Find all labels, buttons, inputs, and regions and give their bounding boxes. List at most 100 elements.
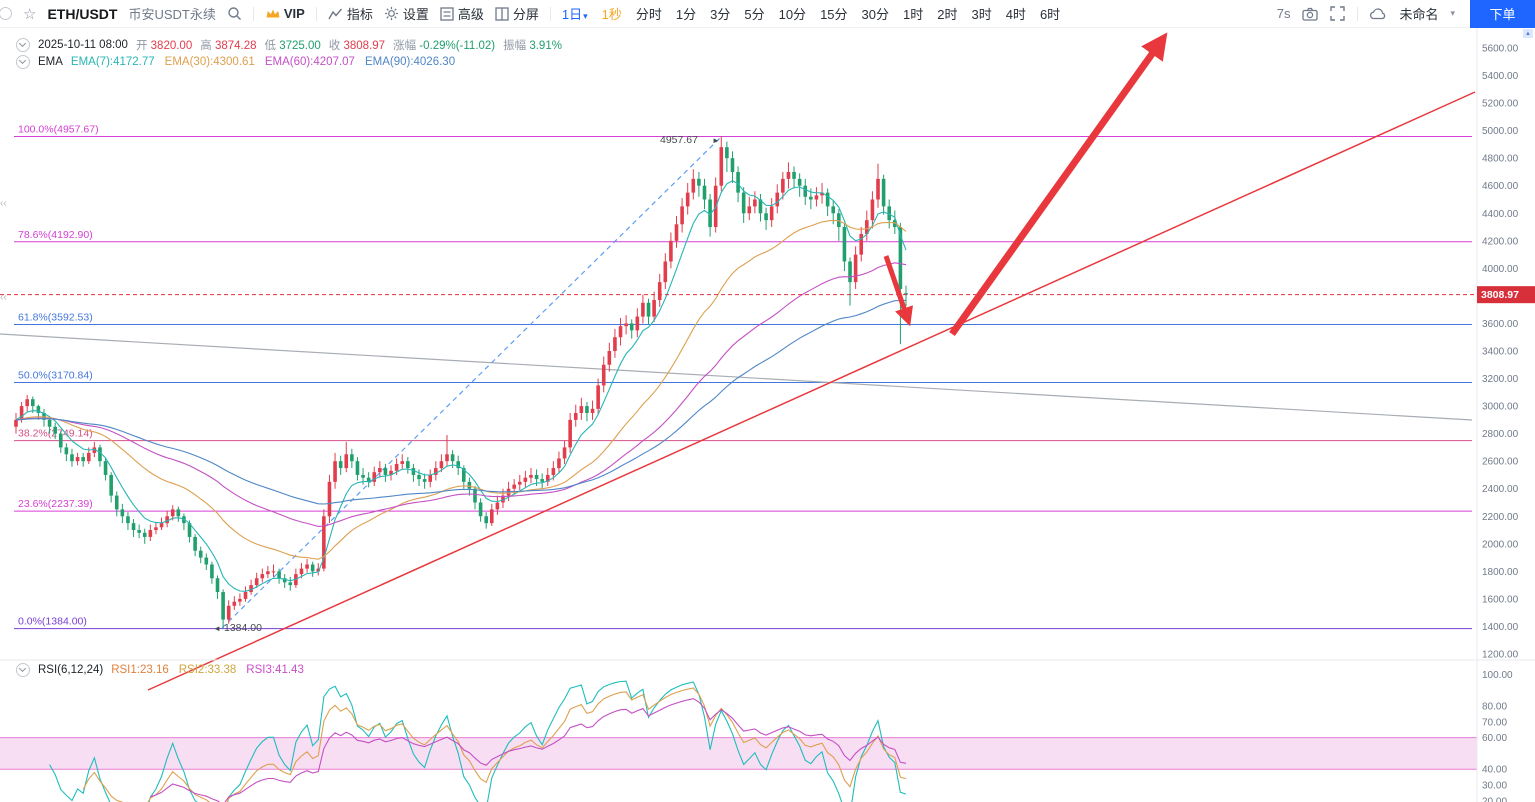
timeframe-item[interactable]: 1分 (675, 7, 697, 22)
rsi-tick-label: 80.00 (1482, 702, 1507, 713)
search-icon[interactable] (227, 6, 242, 21)
fib-level-label: 23.6%(2237.39) (18, 498, 93, 510)
price-tick-label: 4200.00 (1482, 236, 1519, 247)
ema-line (15, 299, 907, 505)
price-tick-label: 1200.00 (1482, 650, 1519, 661)
candles (14, 136, 908, 629)
vip-button[interactable]: VIP (265, 6, 305, 21)
fib-level-label: 78.6%(4192.90) (18, 229, 93, 241)
logo-partial (0, 7, 12, 20)
chevron-down-icon[interactable]: ▾ (1450, 8, 1455, 18)
drawing-panel-collapse-icon[interactable]: ‹‹ (0, 198, 7, 209)
fullscreen-icon[interactable] (1330, 6, 1346, 21)
advanced-label: 高级 (457, 7, 484, 22)
camera-icon[interactable] (1302, 7, 1319, 21)
indicators-button[interactable]: 指标 (328, 4, 373, 23)
cloud-icon (1370, 7, 1387, 20)
price-axis[interactable]: 5600.00 5400.00 5200.00 5000.00 4800.00 4600.… (0, 28, 1535, 802)
price-tick-label: 2600.00 (1482, 457, 1519, 468)
last-price-tag (1477, 286, 1535, 304)
fib-level-label: 100.0%(4957.67) (18, 123, 99, 135)
divider (1357, 6, 1359, 21)
rsi-tick-label: 20.00 (1482, 796, 1507, 802)
split-screen-label: 分屏 (512, 7, 539, 22)
rsi-band (0, 737, 1477, 770)
rsi-line (150, 698, 907, 802)
price-tick-label: 3000.00 (1482, 402, 1519, 413)
price-pane: 100.0%(4957.67) 78.6%(4192.90) 61.8%(3592.… (0, 123, 1473, 630)
price-tick-label: 1800.00 (1482, 567, 1519, 578)
timeframe-item[interactable]: 1时 (903, 7, 924, 22)
divider (315, 6, 317, 21)
price-tick-label: 2400.00 (1482, 484, 1519, 495)
collapse-circle-icon[interactable] (16, 55, 30, 69)
timeframe-item[interactable]: 5分 (744, 7, 765, 22)
split-screen-button[interactable]: 分屏 (495, 4, 539, 23)
price-tick-label: 4000.00 (1482, 264, 1519, 275)
last-price-value: 3808.97 (1481, 289, 1519, 301)
timeframe-item[interactable]: 2时 (937, 7, 958, 22)
favorite-star-icon[interactable]: ☆ (23, 5, 37, 23)
price-tick-label: 2000.00 (1482, 539, 1519, 550)
rsi-tick-label: 30.00 (1482, 781, 1507, 792)
rsi-tick-label: 100.00 (1482, 670, 1513, 681)
small-down-arrow[interactable] (883, 255, 913, 327)
timeframe-item[interactable]: 6时 (1039, 7, 1061, 22)
advanced-icon (440, 6, 454, 21)
annotation-marker: ◄ (213, 624, 221, 633)
timeframe-item[interactable]: 4时 (1005, 7, 1026, 22)
rsi-tick-label: 70.00 (1482, 717, 1507, 728)
gray-trendline[interactable] (0, 333, 1473, 421)
timeframe-item[interactable]: 15分 (820, 7, 848, 22)
price-annotation: 4957.67 (660, 134, 698, 146)
timeframe-item[interactable]: 3时 (971, 7, 992, 22)
price-annotation: 1384.00 (224, 622, 262, 634)
crown-icon (265, 7, 281, 20)
ema-line (15, 219, 907, 560)
indicator-chart-icon (328, 7, 343, 21)
drawing-panel-collapse-icon[interactable]: ‹‹ (0, 292, 7, 303)
vip-label: VIP (283, 6, 305, 21)
price-tick-label: 4400.00 (1482, 209, 1519, 220)
toolbar: ☆ ETH/USDT 币安USDT永续 VIP 指标 设置 高级 分屏 1日▾ (0, 0, 1535, 28)
price-tick-label: 4800.00 (1482, 154, 1519, 165)
price-tick-label: 1600.00 (1482, 594, 1519, 605)
price-tick-label: 3200.00 (1482, 374, 1519, 385)
timeframe-item[interactable]: 1秒 (601, 7, 622, 22)
price-tick-label: 2200.00 (1482, 512, 1519, 523)
rsi-line (82, 687, 907, 802)
fib-level-label: 61.8%(3592.53) (18, 311, 93, 323)
countdown: 7s (1276, 6, 1291, 21)
timeframe-list: 1日▾ 1秒 分时 1分 3分 5分 10分 15分 30分 1时 2时 3时 4时 6时 (562, 4, 1060, 23)
price-tick-label: 3400.00 (1482, 347, 1519, 358)
split-screen-icon (495, 6, 509, 21)
order-button[interactable]: 下单 (1470, 0, 1535, 28)
price-tick-label: 1400.00 (1482, 622, 1519, 633)
price-tick-label: 5400.00 (1482, 71, 1519, 82)
rsi-tick-label: 60.00 (1482, 733, 1507, 744)
timeframe-item[interactable]: 30分 (861, 7, 889, 22)
price-tick-label: 3600.00 (1482, 319, 1519, 330)
settings-button[interactable]: 设置 (384, 4, 429, 23)
scroll-up-icon[interactable]: ▲ (1523, 29, 1533, 38)
big-up-arrow[interactable] (949, 32, 1168, 337)
advanced-button[interactable]: 高级 (440, 4, 484, 23)
collapse-circle-icon[interactable] (16, 38, 30, 52)
collapse-circle-icon[interactable] (16, 663, 30, 677)
toolbar-right-group: 7s 未命名 ▾ (1277, 4, 1455, 23)
price-tick-label: 4600.00 (1482, 181, 1519, 192)
annotation-marker: ► (712, 136, 720, 145)
fib-level-label: 50.0%(3170.84) (18, 370, 93, 382)
contract-type-label: 币安USDT永续 (128, 7, 216, 22)
timeframe-item[interactable]: 分时 (635, 7, 662, 22)
layout-name[interactable]: 未命名 (1399, 7, 1439, 22)
timeframe-item[interactable]: 3分 (710, 7, 731, 22)
red-trendline[interactable] (147, 91, 1476, 691)
divider (252, 6, 254, 21)
symbol-name: ETH/USDT (47, 5, 118, 22)
timeframe-item[interactable]: 10分 (778, 7, 807, 22)
rsi-pane (0, 680, 1477, 802)
price-tick-label: 5200.00 (1482, 99, 1519, 110)
timeframe-item[interactable]: 1日▾ (561, 7, 588, 22)
